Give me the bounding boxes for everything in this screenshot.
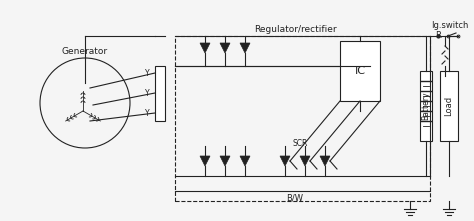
Text: Y: Y: [146, 88, 150, 97]
Polygon shape: [240, 43, 250, 53]
Text: IC: IC: [355, 66, 365, 76]
Bar: [155, 66, 165, 121]
Polygon shape: [200, 156, 210, 166]
Polygon shape: [220, 43, 230, 53]
Text: Ig.switch: Ig.switch: [431, 21, 469, 30]
Text: R: R: [435, 32, 441, 40]
Bar: [440, 71, 458, 141]
Text: Battery: Battery: [421, 92, 430, 120]
Text: B/W: B/W: [286, 194, 303, 202]
Polygon shape: [280, 156, 290, 166]
Text: Generator: Generator: [62, 46, 108, 55]
Text: Regulator/rectifier: Regulator/rectifier: [254, 25, 337, 34]
Polygon shape: [320, 156, 330, 166]
Polygon shape: [200, 43, 210, 53]
Polygon shape: [240, 156, 250, 166]
Text: Y: Y: [146, 69, 150, 78]
Polygon shape: [300, 156, 310, 166]
Bar: [340, 41, 380, 101]
Text: Load: Load: [445, 96, 454, 116]
Bar: [420, 71, 432, 141]
Text: SCR: SCR: [292, 139, 308, 147]
Polygon shape: [220, 156, 230, 166]
Text: Y: Y: [146, 109, 150, 118]
